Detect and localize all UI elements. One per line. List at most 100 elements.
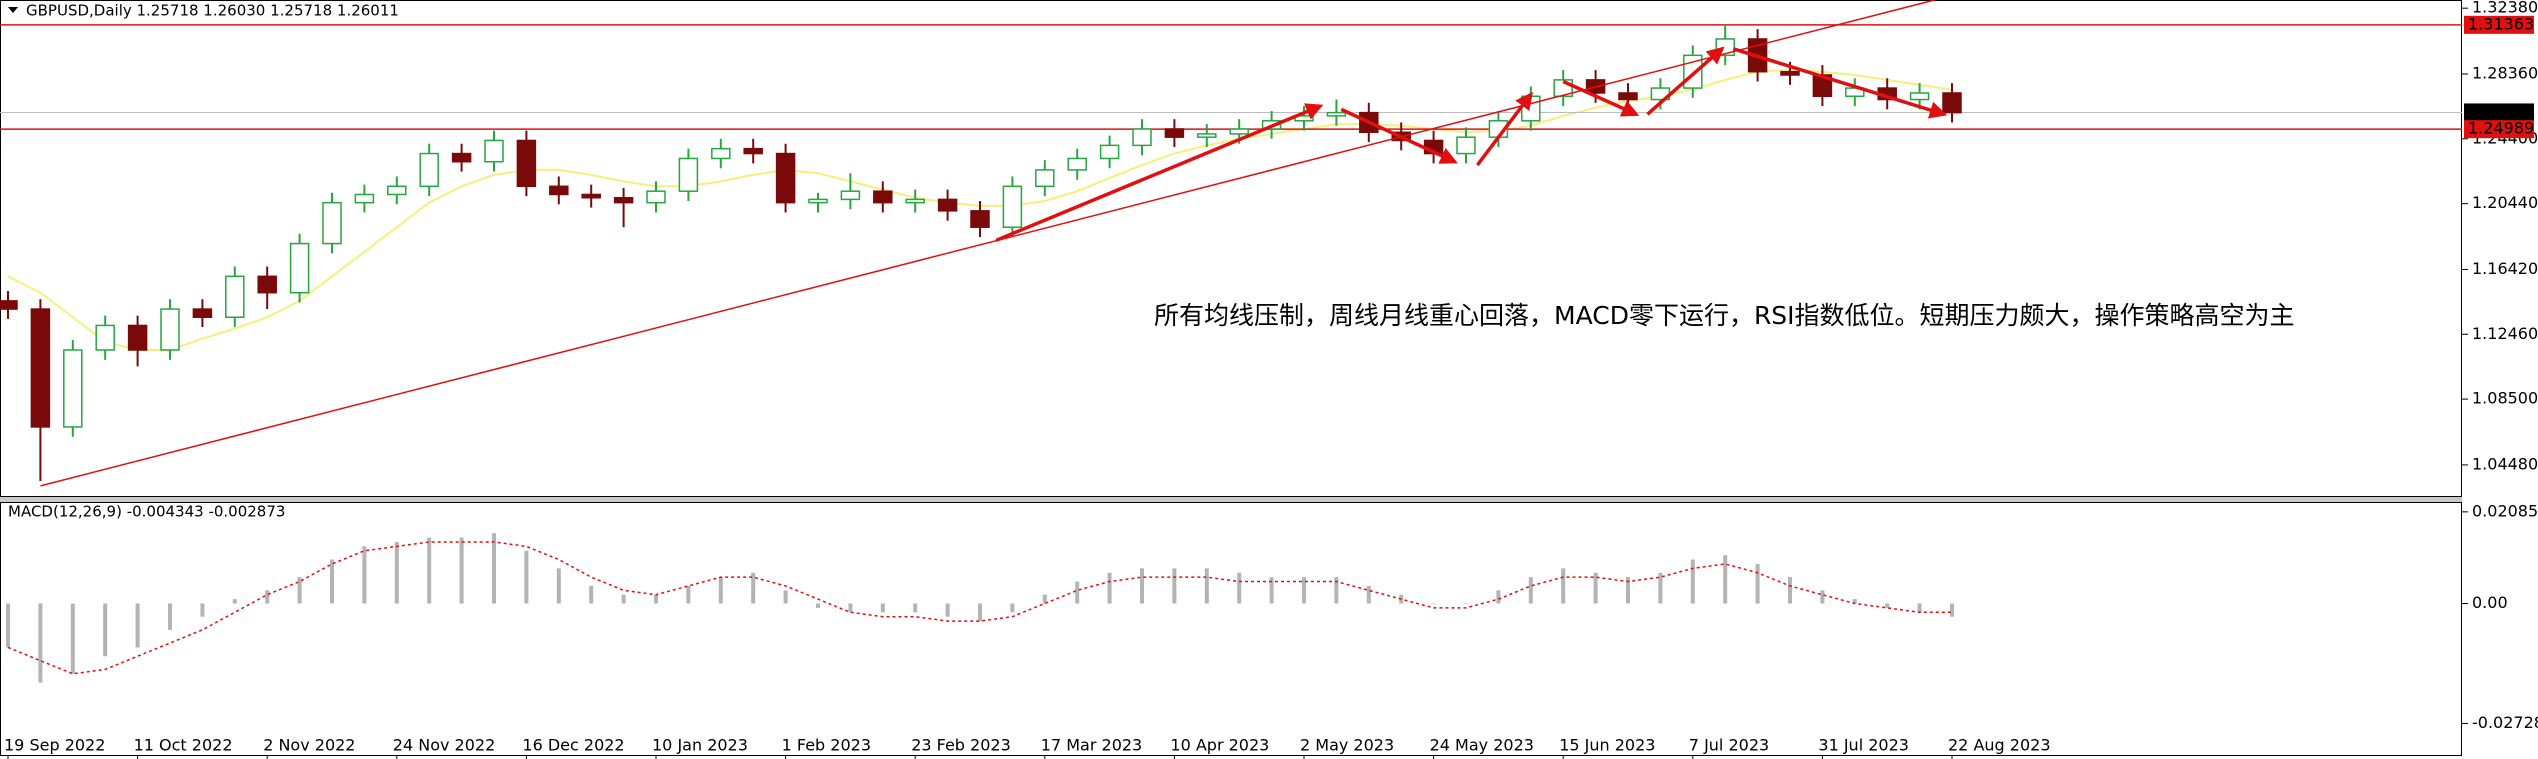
x-tick-label: 31 Jul 2023	[1818, 736, 1909, 755]
candle-body	[1067, 157, 1087, 171]
candle-body	[516, 139, 537, 188]
annotation: 所有均线压制，周线月线重心回落，MACD零下运行，RSI指数低位。短期压力颇大，…	[1154, 301, 2295, 330]
macd-bar	[135, 603, 140, 648]
macd-bar	[1885, 603, 1890, 608]
candle-body	[1942, 92, 1962, 114]
macd-bar	[1690, 559, 1695, 604]
macd-bar	[1755, 563, 1760, 604]
macd-bar	[978, 603, 982, 622]
candle-body	[289, 242, 310, 294]
candle-body	[419, 152, 439, 188]
trendline	[40, 0, 1936, 487]
macd-bar	[913, 603, 918, 613]
x-tick-label: 19 Sep 2022	[4, 736, 105, 755]
candle-body	[678, 157, 699, 192]
macd-bar	[1464, 603, 1468, 605]
candle-body	[127, 324, 148, 351]
candle-body	[0, 300, 18, 310]
x-tick-label: 2 May 2023	[1300, 736, 1394, 755]
price-plot	[0, 0, 2462, 487]
candle-body	[646, 190, 666, 204]
macd-bar	[1950, 603, 1954, 617]
level-box	[2464, 15, 2534, 34]
macd-bar	[265, 590, 270, 604]
macd-bar	[1366, 585, 1371, 604]
macd-bar	[1820, 590, 1825, 604]
y-tick-label: 1.12460	[2472, 324, 2538, 343]
macd-bar	[1107, 572, 1112, 604]
candle-body	[322, 201, 342, 245]
annotation-arrow	[1732, 47, 1948, 119]
x-tick-label: 11 Oct 2022	[134, 736, 233, 755]
macd-bar	[1496, 590, 1501, 604]
candle-body	[970, 210, 990, 228]
candle-body	[354, 193, 375, 204]
macd-bar	[621, 594, 626, 604]
candle-body	[257, 275, 277, 294]
y-tick-label: 1.20440	[2472, 193, 2538, 212]
candle-body	[1002, 185, 1023, 228]
macd-bar	[38, 603, 43, 683]
candle-body	[160, 308, 180, 351]
candle-body	[1035, 169, 1055, 188]
chart-title: GBPUSD,Daily 1.25718 1.26030 1.25718 1.2…	[26, 2, 399, 20]
candle-body	[451, 152, 472, 163]
candle-body	[1780, 70, 1800, 76]
macd-bar	[330, 559, 334, 604]
candle-body	[484, 139, 504, 163]
x-tick-label: 2 Nov 2022	[263, 736, 355, 755]
candle-body	[1197, 133, 1217, 138]
macd-bar	[232, 599, 237, 604]
macd-bar	[1723, 555, 1728, 604]
annotation-arrow	[1562, 79, 1640, 117]
candle-body	[1521, 95, 1541, 122]
macd-bar	[1269, 577, 1274, 604]
candle-body	[581, 193, 601, 199]
candle-body	[873, 190, 893, 204]
macd-signal	[7, 541, 1952, 675]
macd-bar	[1431, 603, 1436, 605]
macd-bar	[1658, 572, 1663, 604]
candle-body	[613, 197, 634, 204]
y-tick-label: 1.16420	[2472, 259, 2538, 278]
macd-bar	[1788, 577, 1792, 604]
y-tick-label: 0.020856	[2472, 501, 2538, 520]
macd-bar	[394, 541, 399, 604]
candle-body	[1229, 128, 1249, 135]
macd-bar	[1528, 577, 1533, 604]
annotation-arrow	[995, 103, 1324, 242]
candle-body	[937, 198, 958, 212]
macd-bar	[492, 533, 496, 604]
macd-bar	[427, 537, 432, 604]
candle-body	[549, 185, 569, 196]
candle-body	[775, 152, 796, 204]
macd-bar	[816, 603, 820, 608]
macd-bar	[848, 603, 853, 613]
y-tick-label: -0.027287	[2472, 713, 2538, 732]
candle-body	[711, 147, 731, 160]
candle-body	[1164, 128, 1185, 138]
price-frame	[0, 0, 2462, 497]
x-tick-label: 23 Feb 2023	[911, 736, 1011, 755]
macd-bar	[1917, 603, 1922, 613]
axes: 1.323801.283601.244001.204401.164201.124…	[4, 0, 2538, 759]
macd-bar	[1852, 599, 1857, 604]
candle-body	[30, 308, 51, 428]
annotation-arrow	[1475, 91, 1533, 167]
x-tick-label: 24 Nov 2022	[393, 736, 495, 755]
macd-bar	[103, 603, 108, 657]
macd-bar	[1334, 577, 1339, 604]
level-label: 1.24989	[2468, 119, 2534, 138]
level-label: 1.31363	[2468, 14, 2534, 33]
macd-bar	[880, 603, 885, 613]
x-tick-label: 17 Mar 2023	[1041, 736, 1142, 755]
y-tick-label: 1.04480	[2472, 454, 2538, 473]
annotation-arrow	[1340, 107, 1458, 164]
candle-body	[743, 147, 763, 155]
macd-bar	[1204, 568, 1209, 604]
last-price-box	[2464, 103, 2534, 122]
macd-bar	[783, 590, 788, 604]
macd-bar	[6, 603, 10, 648]
macd-bar	[751, 572, 756, 604]
y-tick-label: 0.00	[2472, 593, 2508, 612]
